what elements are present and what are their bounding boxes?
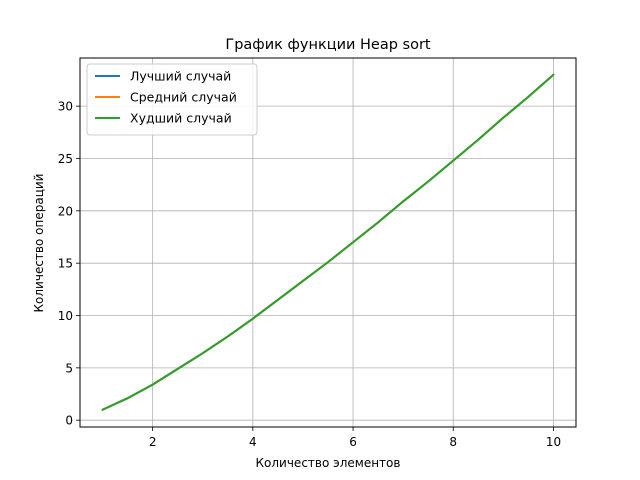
legend-box (86, 63, 258, 136)
series-group (101, 73, 555, 411)
y-axis-ticks: 0 5 10 15 20 25 30 (58, 100, 80, 428)
y-tick-label: 10 (58, 309, 73, 323)
x-tick-label: 6 (349, 435, 357, 449)
x-tick-label: 4 (249, 435, 257, 449)
x-tick-label: 10 (546, 435, 561, 449)
legend-label: Лучший случай (130, 69, 231, 84)
x-axis-ticks: 2 4 6 8 10 (149, 427, 561, 449)
plot-frame (79, 57, 577, 428)
x-tick-label: 2 (149, 435, 157, 449)
y-tick-label: 25 (58, 152, 73, 166)
series-line (101, 73, 555, 411)
y-tick-label: 20 (58, 204, 73, 218)
y-axis-label: Количество операций (32, 174, 46, 313)
legend-label: Худший случай (130, 111, 232, 126)
x-tick-label: 8 (449, 435, 457, 449)
y-tick-label: 15 (58, 257, 73, 271)
y-tick-label: 0 (65, 414, 73, 428)
y-tick-label: 30 (58, 100, 73, 114)
x-axis-label: Количество элементов (256, 456, 401, 470)
y-tick-label: 5 (65, 361, 73, 375)
legend: Лучший случай Средний случай Худший случай (86, 63, 258, 136)
chart-title: График функции Heap sort (225, 37, 431, 53)
legend-label: Средний случай (130, 90, 237, 105)
